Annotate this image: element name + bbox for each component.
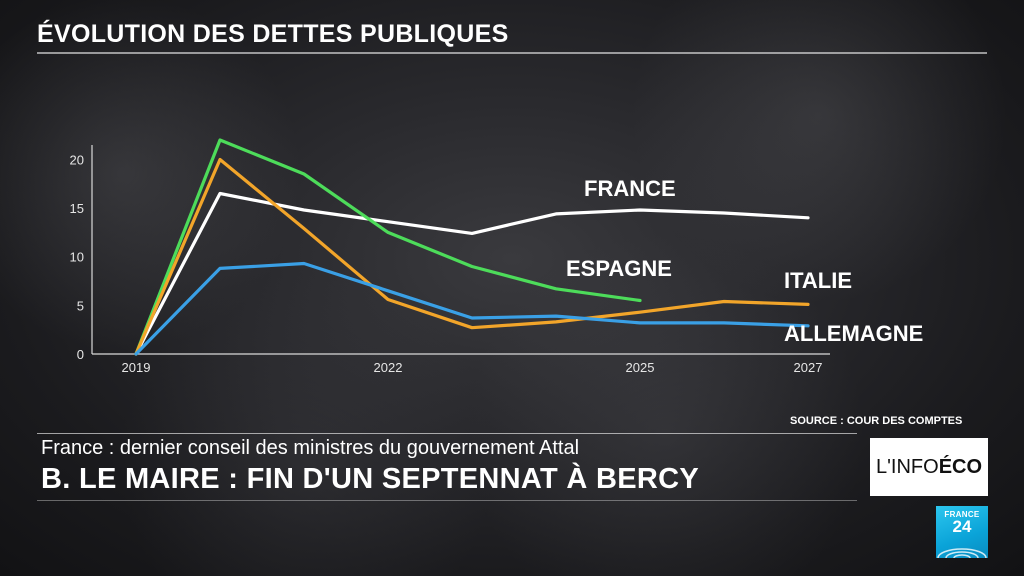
lower-third-headline: B. LE MAIRE : FIN D'UN SEPTENNAT À BERCY	[41, 463, 699, 495]
y-tick-label: 0	[77, 347, 84, 362]
lower-third-bottom-rule	[37, 500, 857, 501]
series-label-espagne: ESPAGNE	[566, 256, 672, 281]
chart-axes: 0 5 10 15 20 2019 2022 2025 2027	[70, 145, 830, 375]
france24-logo: FRANCE 24	[936, 506, 988, 558]
lower-third-top-rule	[37, 433, 857, 434]
y-tick-label: 5	[77, 298, 84, 313]
title-divider	[37, 52, 987, 54]
x-tick-label: 2025	[626, 360, 655, 375]
series-line-allemagne	[134, 261, 810, 356]
chart-title: ÉVOLUTION DES DETTES PUBLIQUES	[37, 20, 509, 48]
series-label-allemagne: ALLEMAGNE	[784, 321, 923, 346]
lower-third-subtitle: France : dernier conseil des ministres d…	[41, 437, 580, 459]
y-tick-label: 20	[70, 152, 84, 167]
source-caption: SOURCE : COUR DES COMPTES	[790, 415, 963, 427]
y-tick-label: 15	[70, 201, 84, 216]
debt-line-chart: 0 5 10 15 20 2019 2022 2025 2027 FRANCE ESPAGNE IT…	[69, 138, 923, 375]
y-tick-label: 10	[70, 250, 84, 265]
info-eco-badge: L'INFO ÉCO	[870, 438, 988, 496]
series-label-france: FRANCE	[584, 176, 676, 201]
series-line-italie	[134, 157, 810, 356]
logo-wave-icon	[937, 548, 987, 558]
badge-prefix: L'INFO	[875, 455, 939, 478]
badge-strong: ÉCO	[938, 455, 983, 478]
x-tick-label: 2027	[794, 360, 823, 375]
logo-line1: FRANCE	[944, 510, 980, 519]
series-label-italie: ITALIE	[784, 268, 852, 293]
x-tick-label: 2019	[122, 360, 151, 375]
x-tick-label: 2022	[374, 360, 403, 375]
chart-series-labels: FRANCE ESPAGNE ITALIE ALLEMAGNE	[566, 176, 923, 346]
chart-series-lines	[134, 138, 810, 356]
lower-third: France : dernier conseil des ministres d…	[37, 433, 857, 501]
logo-line2: 24	[952, 517, 972, 536]
series-line-france	[134, 191, 810, 356]
